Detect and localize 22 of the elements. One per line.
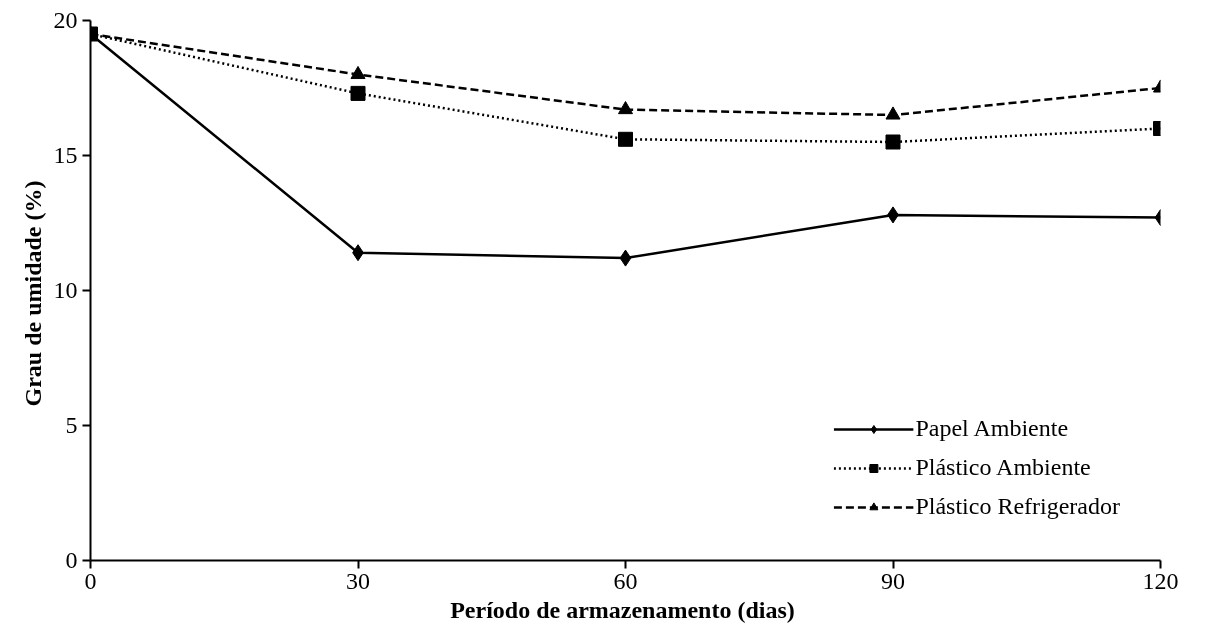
point [618, 101, 633, 115]
x-tick-label: 60 [613, 567, 638, 594]
point [350, 65, 366, 80]
point [618, 131, 633, 147]
x-tick-label: 30 [346, 567, 370, 594]
point [885, 134, 901, 150]
x-tick-label: 120 [1142, 567, 1179, 594]
y-tick-label: 10 [53, 277, 78, 303]
x-axis-title: Período de armazenamento (dias) [450, 596, 795, 623]
y-tick-label: 20 [53, 7, 78, 33]
legend-label: Plástico Refrigerador [915, 493, 1120, 520]
x-tick-label: 0 [84, 567, 97, 594]
x-tick-label: 90 [881, 567, 905, 594]
point [619, 249, 632, 267]
y-tick-label: 5 [65, 412, 78, 438]
y-tick-label: 15 [53, 142, 78, 168]
point [350, 85, 366, 101]
legend-label: Papel Ambiente [915, 415, 1069, 442]
y-tick-label: 0 [65, 547, 78, 573]
y-axis-title: Grau de umidade (%) [19, 180, 46, 407]
point [885, 106, 901, 120]
legend-label: Plástico Ambiente [915, 454, 1091, 481]
